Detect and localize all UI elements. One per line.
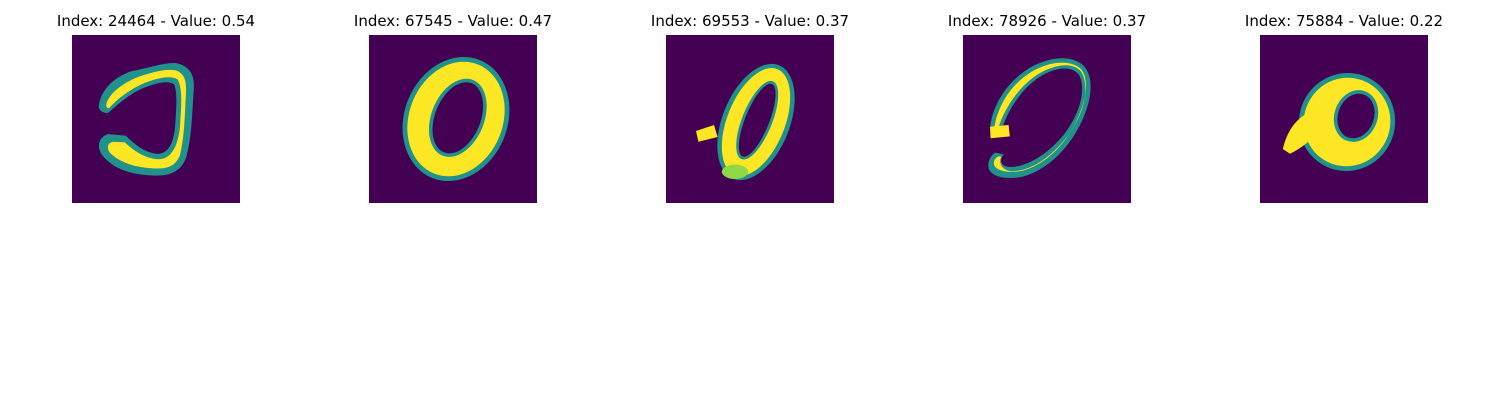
digit-image xyxy=(1260,35,1428,203)
digit-image xyxy=(72,35,240,203)
panel-title: Index: 24464 - Value: 0.54 xyxy=(56,12,256,30)
digit-image xyxy=(666,35,834,203)
digit-image xyxy=(963,35,1131,203)
digit-image xyxy=(369,35,537,203)
image-panel: Index: 67545 - Value: 0.47 xyxy=(333,10,573,210)
panel-title: Index: 78926 - Value: 0.37 xyxy=(947,12,1147,30)
image-panel: Index: 69553 - Value: 0.37 xyxy=(630,10,870,210)
image-panel: Index: 78926 - Value: 0.37 xyxy=(927,10,1167,210)
panel-title: Index: 69553 - Value: 0.37 xyxy=(650,12,850,30)
panel-title: Index: 67545 - Value: 0.47 xyxy=(353,12,553,30)
image-panel: Index: 75884 - Value: 0.22 xyxy=(1224,10,1464,210)
image-panel: Index: 24464 - Value: 0.54 xyxy=(36,10,276,210)
panel-title: Index: 75884 - Value: 0.22 xyxy=(1244,12,1444,30)
